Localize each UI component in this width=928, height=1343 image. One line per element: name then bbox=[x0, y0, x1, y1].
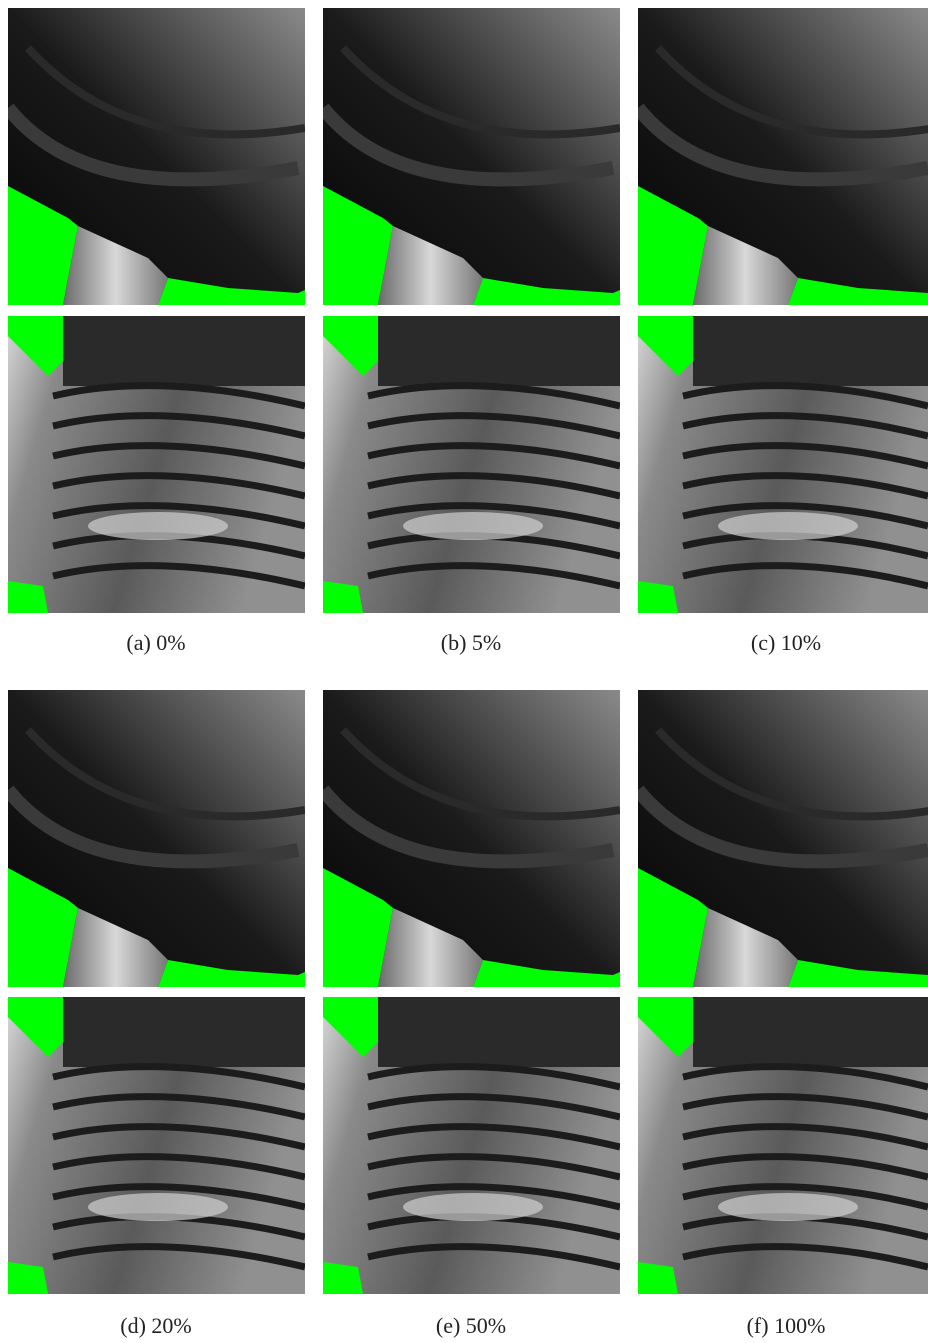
image-tile-top bbox=[8, 690, 305, 987]
highlight bbox=[403, 512, 543, 540]
image-tile-top bbox=[8, 8, 305, 305]
image-tile-top bbox=[323, 8, 620, 305]
dark-top bbox=[63, 997, 360, 1067]
figure: (a) 0% (b) 5% (c) 10% (d) 20% (e) 50% (f) 100… bbox=[0, 0, 928, 1343]
panel-caption: (b) 5% bbox=[441, 630, 501, 655]
image-tile-bottom bbox=[638, 316, 928, 613]
tile-content bbox=[323, 997, 675, 1294]
image-tile-top bbox=[638, 8, 928, 305]
tile-content bbox=[638, 997, 928, 1294]
image-tile-bottom bbox=[323, 997, 675, 1294]
image-tile-top bbox=[638, 690, 928, 987]
panel-caption: (a) 0% bbox=[126, 630, 185, 655]
page: {"figure": {"panels": [ {"caption": "(a)… bbox=[0, 0, 928, 1343]
tile-content bbox=[8, 316, 360, 613]
dark-top bbox=[693, 997, 928, 1067]
tile-content bbox=[8, 8, 305, 305]
panel-caption: (e) 50% bbox=[436, 1313, 506, 1338]
tile-content bbox=[638, 8, 928, 305]
image-tile-bottom bbox=[8, 316, 360, 613]
tile-content bbox=[323, 690, 620, 987]
tile-content bbox=[323, 8, 620, 305]
highlight bbox=[718, 512, 858, 540]
highlight bbox=[718, 1193, 858, 1221]
tile-content bbox=[8, 997, 360, 1294]
tile-content bbox=[8, 690, 305, 987]
image-tile-bottom bbox=[638, 997, 928, 1294]
highlight bbox=[88, 512, 228, 540]
dark-top bbox=[378, 997, 675, 1067]
image-tile-bottom bbox=[8, 997, 360, 1294]
dark-top bbox=[378, 316, 675, 386]
panel-caption: (f) 100% bbox=[747, 1313, 826, 1338]
image-tile-top bbox=[323, 690, 620, 987]
tile-content bbox=[638, 316, 928, 613]
dark-top bbox=[693, 316, 928, 386]
tile-content bbox=[323, 316, 675, 613]
tile-content bbox=[638, 690, 928, 987]
highlight bbox=[88, 1193, 228, 1221]
image-tile-bottom bbox=[323, 316, 675, 613]
panel-caption: (c) 10% bbox=[751, 630, 821, 655]
highlight bbox=[403, 1193, 543, 1221]
dark-top bbox=[63, 316, 360, 386]
panel-caption: (d) 20% bbox=[120, 1313, 191, 1338]
